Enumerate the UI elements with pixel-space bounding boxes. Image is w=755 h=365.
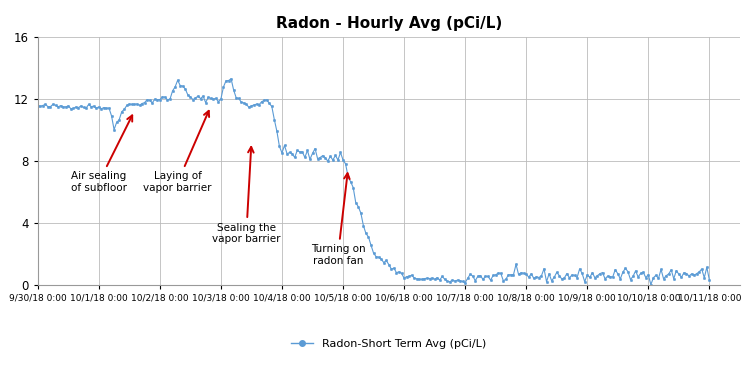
- Text: Air sealing
of subfloor: Air sealing of subfloor: [71, 115, 132, 193]
- Text: Turning on
radon fan: Turning on radon fan: [310, 173, 365, 266]
- Text: Sealing the
vapor barrier: Sealing the vapor barrier: [212, 147, 281, 244]
- Title: Radon - Hourly Avg (pCi/L): Radon - Hourly Avg (pCi/L): [276, 16, 502, 31]
- Text: Laying of
vapor barrier: Laying of vapor barrier: [143, 111, 212, 193]
- Legend: Radon-Short Term Avg (pCi/L): Radon-Short Term Avg (pCi/L): [287, 335, 491, 354]
